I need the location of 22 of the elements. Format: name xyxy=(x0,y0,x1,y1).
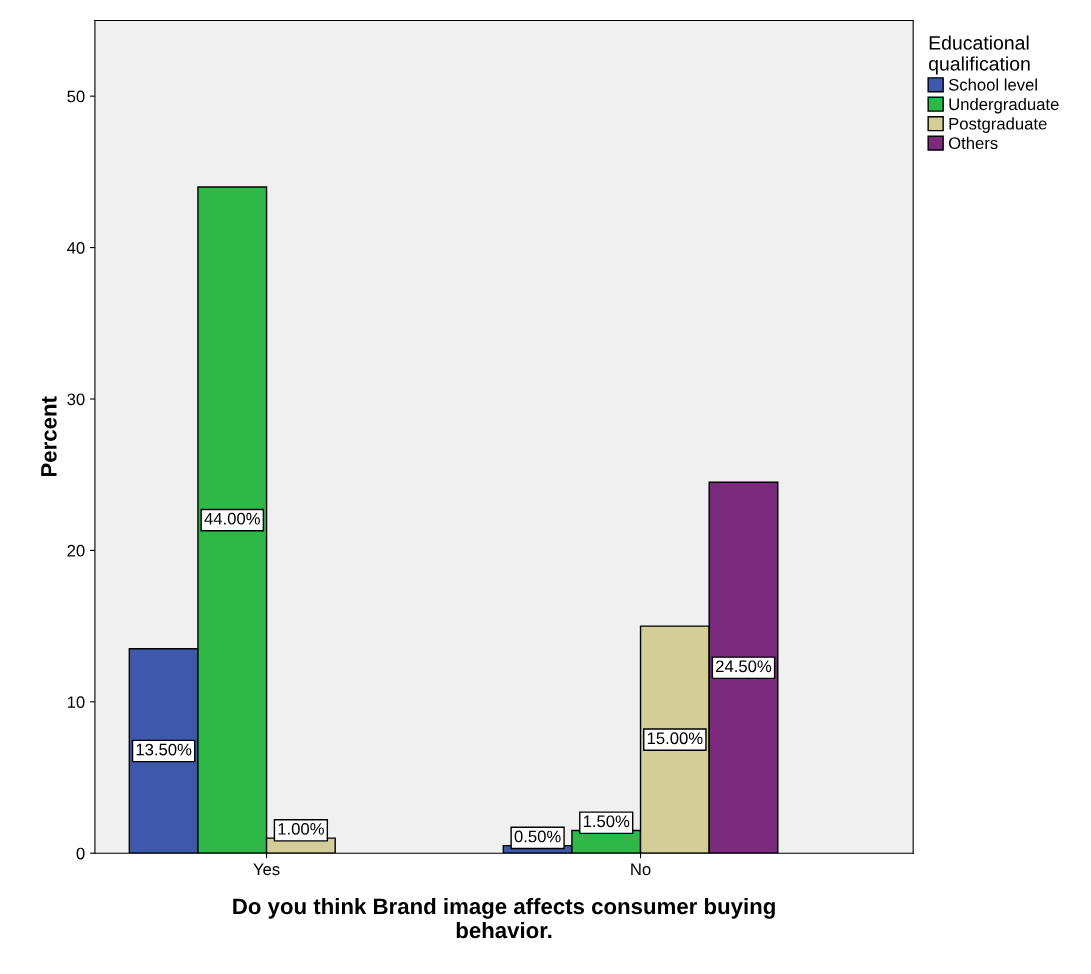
y-tick-label: 10 xyxy=(67,696,85,709)
data-label: 13.50% xyxy=(136,743,192,756)
legend-title: Educational qualification xyxy=(928,35,1030,75)
legend-label: Others xyxy=(948,136,998,150)
y-tick-label: 50 xyxy=(67,90,85,103)
legend-label: Undergraduate xyxy=(949,97,1059,114)
legend-label: Postgraduate xyxy=(949,117,1047,133)
data-label: 0.50% xyxy=(514,830,561,843)
data-label: 1.00% xyxy=(278,822,324,835)
y-axis-title: Percent xyxy=(41,396,57,477)
y-tick-label: 0 xyxy=(76,847,85,860)
x-tick-label: Yes xyxy=(253,863,280,876)
x-tick-label: No xyxy=(631,863,651,876)
data-label: 1.50% xyxy=(583,815,630,828)
legend-label: School level xyxy=(948,78,1037,91)
data-label: 44.00% xyxy=(204,512,260,525)
data-label: 24.50% xyxy=(716,660,772,673)
y-tick-label: 20 xyxy=(67,544,85,557)
y-tick-label: 30 xyxy=(67,393,85,406)
x-axis-title: Do you think Brand image affects consumer buying behavior. xyxy=(233,897,775,939)
y-tick-label: 40 xyxy=(67,241,85,254)
data-label: 15.00% xyxy=(647,732,703,745)
